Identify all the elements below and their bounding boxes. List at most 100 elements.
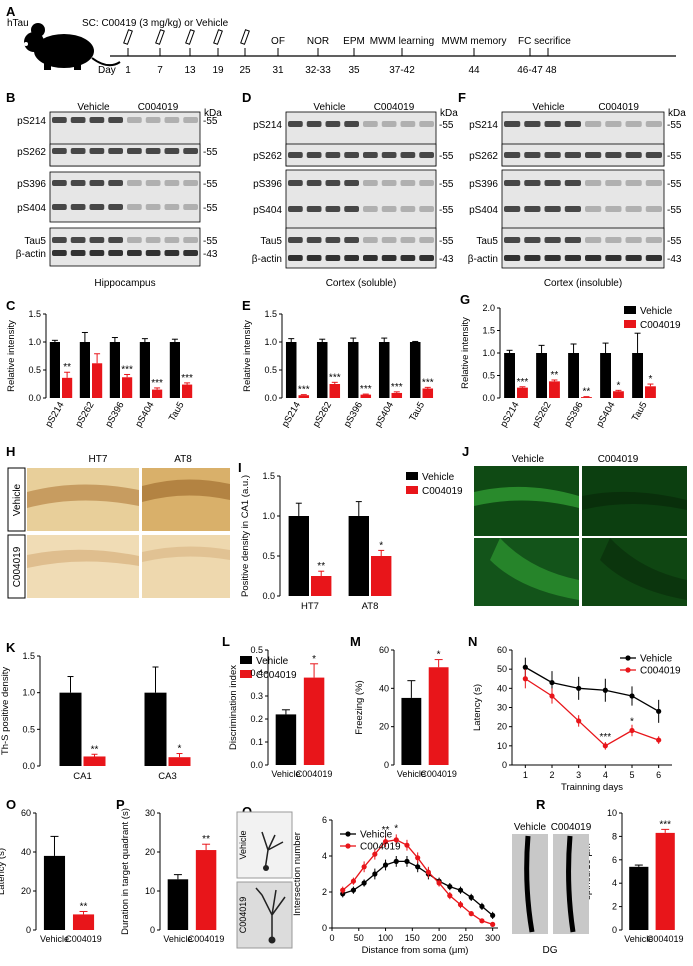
blot-band — [625, 237, 642, 243]
y-tick-label: 1.5 — [482, 326, 495, 336]
legend-swatch-vehicle — [240, 656, 252, 664]
test-name: OF — [271, 36, 285, 47]
blot-band — [564, 152, 581, 158]
blot-band — [164, 204, 180, 210]
bar — [144, 692, 167, 766]
data-point — [447, 893, 453, 899]
data-point — [479, 918, 485, 924]
blot-row-label: β-actin — [16, 249, 46, 260]
bar — [49, 342, 60, 398]
significance-mark: *** — [422, 377, 434, 388]
syringe-icon — [213, 29, 223, 45]
x-tick-label: 50 — [354, 933, 364, 943]
blot-band — [524, 237, 541, 243]
y-axis-label: Duration in target quadrant (s) — [120, 808, 131, 935]
x-tick-label: Vehicle — [397, 769, 426, 779]
blot-band — [288, 121, 303, 127]
y-tick-label: 60 — [21, 808, 31, 818]
blot-band — [306, 180, 322, 186]
significance-mark: *** — [517, 377, 529, 388]
blot-band — [183, 250, 198, 256]
blot-band — [52, 180, 67, 186]
data-point — [629, 727, 635, 734]
blot-band — [564, 206, 581, 212]
bar — [655, 832, 675, 930]
y-tick-label: 0.5 — [22, 724, 35, 734]
x-tick-label: 0 — [329, 933, 334, 943]
test-day: 44 — [468, 65, 480, 76]
blot-band — [108, 237, 123, 243]
blot-band — [564, 255, 581, 261]
micrograph-at8-c004019 — [142, 535, 230, 598]
blot-band — [524, 206, 541, 212]
fc-sacrifice-label: FC secrifice — [518, 36, 571, 47]
bar — [428, 667, 449, 765]
blot-band — [145, 117, 161, 123]
data-point — [468, 894, 474, 901]
blot-band — [70, 180, 86, 186]
panel-a: A hTau SC: C00419 (3 mg/kg) or Vehicle D… — [6, 4, 676, 76]
bar — [329, 384, 341, 398]
blot-band — [145, 250, 161, 256]
panel-letter: G — [460, 292, 470, 307]
panel-letter: B — [6, 90, 15, 105]
blot-band — [504, 255, 521, 261]
y-tick-label: 0.0 — [22, 761, 35, 771]
blot-band — [645, 237, 662, 243]
injection-day: 25 — [239, 65, 251, 76]
day-label: Day — [98, 65, 116, 76]
blot-row-label: pS262 — [17, 147, 46, 158]
data-point — [656, 737, 662, 743]
stained-cell-band — [27, 549, 139, 568]
legend-label-vehicle: Vehicle — [422, 472, 455, 483]
blot-band — [605, 206, 622, 212]
blot-marker: -55 — [203, 147, 218, 158]
x-axis-label: Distance from soma (μm) — [362, 945, 469, 956]
bar — [378, 342, 390, 398]
data-point — [361, 880, 367, 886]
x-tick-label: 200 — [432, 933, 447, 943]
blot-band — [306, 206, 322, 212]
blot-band — [625, 206, 642, 212]
blot-band — [183, 180, 198, 186]
kda-label: kDa — [204, 108, 222, 119]
bar — [517, 387, 528, 398]
blot-band — [400, 237, 416, 243]
panel-letter: D — [242, 90, 251, 105]
blot-membrane — [285, 143, 437, 167]
blot-band — [164, 237, 180, 243]
bar — [613, 391, 624, 398]
blot-membrane — [49, 227, 201, 267]
blot-band — [363, 206, 378, 212]
blot-band — [164, 148, 180, 154]
neuron-soma — [268, 936, 276, 944]
significance-mark: * — [394, 823, 398, 834]
data-point — [372, 851, 378, 857]
blot-band — [524, 180, 541, 186]
blot-band — [89, 250, 105, 256]
blot-caption: Cortex (soluble) — [326, 278, 397, 289]
blot-band — [605, 152, 622, 158]
chart-i: I 0.0 0.5 1.0 1.5 Positive density in CA1 (a.… — [238, 460, 463, 612]
blot-band — [363, 152, 378, 158]
significance-mark: *** — [360, 384, 372, 395]
injection-day: 13 — [184, 65, 196, 76]
blot-marker: -55 — [667, 151, 682, 162]
data-point — [490, 912, 496, 919]
blot-band — [108, 180, 123, 186]
significance-mark: ** — [551, 370, 559, 381]
chart-l: L 0.0 0.1 0.2 0.3 0.4 0.5 Discrimination index V… — [222, 634, 332, 779]
panel-letter-j: J — [462, 444, 469, 459]
blot-band — [381, 206, 397, 212]
bar — [536, 353, 547, 398]
bar — [629, 866, 649, 930]
x-tick-label: 250 — [458, 933, 473, 943]
test-name: MWM memory — [442, 36, 507, 47]
bar — [360, 394, 372, 398]
blot-marker: -55 — [439, 179, 454, 190]
blot-band — [306, 255, 322, 261]
blot-band — [288, 152, 303, 158]
col-label-c004019: C004019 — [598, 454, 639, 465]
blot-band — [70, 250, 86, 256]
significance-mark: * — [437, 650, 441, 661]
